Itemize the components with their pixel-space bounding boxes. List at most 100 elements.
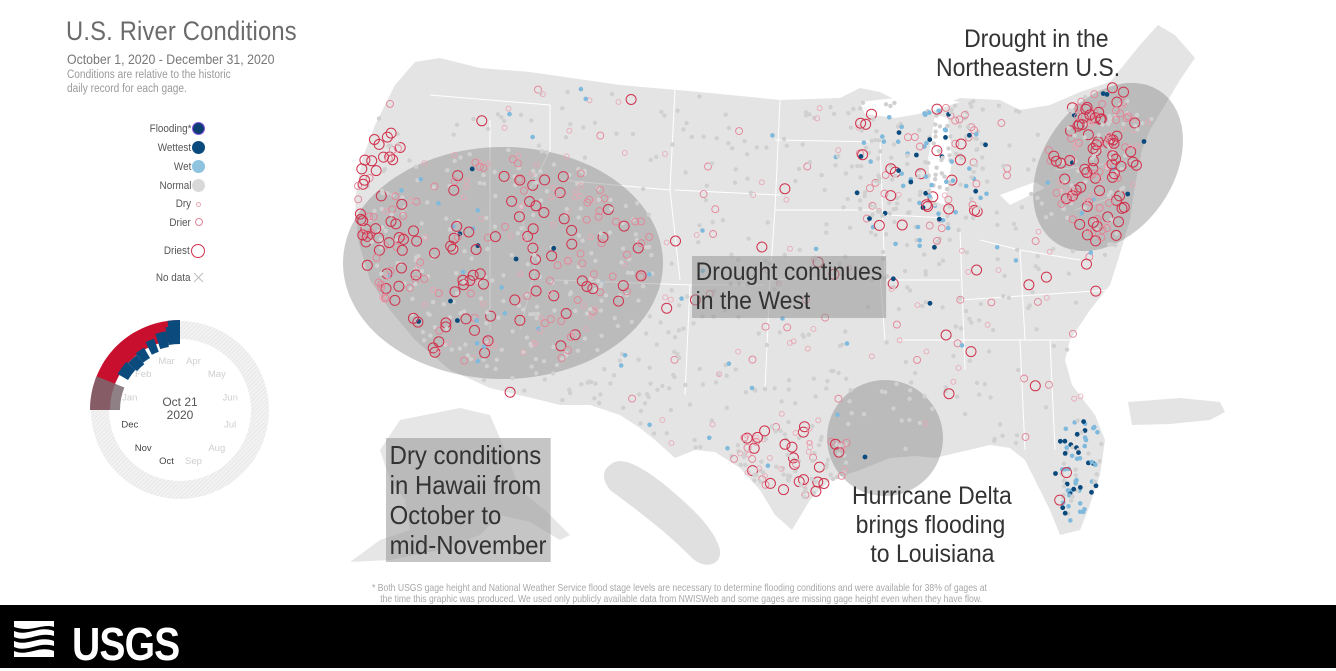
gage-marker-wet xyxy=(943,128,949,133)
gage-marker-normal xyxy=(979,141,984,146)
gage-marker-normal xyxy=(887,211,893,216)
annotation-line: in Hawaii from xyxy=(389,470,542,500)
gage-marker-driest xyxy=(411,235,423,247)
gage-marker-normal xyxy=(813,479,818,484)
us-river-map[interactable]: Drought continues in the West Drought in… xyxy=(320,10,1240,580)
gage-marker-drier xyxy=(827,437,836,446)
gage-marker-normal xyxy=(441,302,446,307)
gage-marker-wettest xyxy=(1141,139,1147,144)
gage-marker-wet xyxy=(959,343,965,348)
gage-marker-drier xyxy=(1102,224,1111,233)
gage-marker-drier xyxy=(573,296,582,304)
gage-marker-driest xyxy=(625,94,637,105)
gage-marker-normal xyxy=(677,355,682,360)
timeline-dial[interactable]: Jan Feb Mar Apr May Jun Jul Aug Sep Oct Nov Dec Oct… xyxy=(84,314,274,504)
gage-marker-driest xyxy=(489,231,501,243)
gage-marker-dry xyxy=(807,444,813,450)
gage-marker-wet xyxy=(765,463,771,469)
gage-marker-drier xyxy=(585,195,594,204)
gage-marker-dry xyxy=(1059,186,1066,193)
gage-marker-normal xyxy=(380,188,385,194)
gage-marker-normal xyxy=(709,418,715,423)
gage-marker-wet xyxy=(1069,453,1075,459)
gage-marker-drier xyxy=(637,239,646,248)
gage-marker-driest xyxy=(741,432,753,444)
gage-marker-normal xyxy=(1097,459,1102,464)
gage-marker-normal xyxy=(729,252,734,257)
gage-marker-driest xyxy=(558,213,570,225)
gage-marker-driest xyxy=(355,213,367,225)
usgs-logo[interactable]: USGS xyxy=(14,613,184,670)
gage-marker-normal xyxy=(1043,405,1049,410)
timeline-wet-segment xyxy=(155,331,169,350)
gage-marker-normal xyxy=(733,167,738,172)
gage-marker-driest xyxy=(931,145,943,157)
gage-marker-driest xyxy=(1089,112,1101,124)
gage-marker-normal xyxy=(629,270,635,276)
gage-marker-drier xyxy=(1052,188,1061,197)
gage-marker-wet xyxy=(1089,459,1095,465)
gage-marker-normal xyxy=(1102,252,1108,258)
annotation-line: Drought continues xyxy=(695,258,883,286)
gage-marker-wet xyxy=(880,134,885,139)
gage-marker-normal xyxy=(696,240,701,245)
gage-marker-normal xyxy=(859,128,864,133)
gage-marker-normal xyxy=(937,124,943,129)
gage-marker-normal xyxy=(1039,201,1044,206)
gage-marker-drier xyxy=(1031,237,1040,246)
gage-marker-dry xyxy=(806,439,813,446)
gage-marker-dry xyxy=(478,215,485,222)
gage-marker-normal xyxy=(484,310,490,315)
gage-marker-dry xyxy=(815,417,822,424)
gage-marker-driest xyxy=(566,238,578,250)
gage-marker-dry xyxy=(806,425,813,432)
gage-marker-normal xyxy=(894,381,899,387)
gage-marker-driest xyxy=(1040,271,1052,283)
gage-marker-normal xyxy=(481,172,486,178)
gage-marker-normal xyxy=(646,244,652,250)
gage-marker-normal xyxy=(597,400,602,406)
footnote-line: the time this graphic was produced. We u… xyxy=(380,593,982,605)
gage-marker-normal xyxy=(891,207,896,212)
gage-marker-normal xyxy=(536,256,541,261)
gage-marker-normal xyxy=(744,152,750,157)
gage-marker-normal xyxy=(905,285,910,290)
gage-marker-drier xyxy=(1095,203,1104,212)
gage-marker-wet xyxy=(1095,429,1100,435)
gage-marker-drier xyxy=(466,289,475,298)
gage-marker-driest xyxy=(1054,494,1066,506)
gage-marker-normal xyxy=(454,271,459,276)
gage-marker-dry xyxy=(1035,228,1042,235)
gage-marker-normal xyxy=(492,169,497,175)
gage-marker-normal xyxy=(786,378,792,383)
gage-marker-normal xyxy=(781,472,786,477)
gage-marker-drier xyxy=(369,212,378,221)
gage-marker-normal xyxy=(581,125,586,130)
gage-marker-wettest xyxy=(923,190,929,196)
gage-marker-normal xyxy=(861,412,867,417)
legend-item-no-data: No data xyxy=(152,271,205,284)
annotation-line: Hurricane Delta xyxy=(852,482,1012,510)
gage-marker-normal xyxy=(614,131,619,136)
gage-marker-normal xyxy=(1073,473,1078,478)
gage-marker-normal xyxy=(640,284,646,289)
gage-marker-normal xyxy=(930,406,935,411)
gage-marker-normal xyxy=(413,281,418,287)
gage-marker-normal xyxy=(484,364,490,369)
gage-marker-normal xyxy=(957,124,963,129)
gage-marker-drier xyxy=(563,346,572,355)
gage-marker-driest xyxy=(370,223,382,235)
gage-marker-driest xyxy=(538,207,550,218)
puerto-rico-land xyxy=(1128,398,1225,425)
louisiana-highlight-circle xyxy=(827,380,943,496)
gage-marker-normal xyxy=(648,381,653,386)
gage-marker-normal xyxy=(467,152,472,157)
gage-marker-normal xyxy=(745,176,750,181)
gage-marker-normal xyxy=(846,421,851,427)
gage-marker-normal xyxy=(1017,109,1022,115)
gage-marker-normal xyxy=(1119,166,1124,172)
gage-marker-normal xyxy=(971,99,976,104)
gage-marker-drier xyxy=(783,323,792,332)
gage-marker-normal xyxy=(748,190,754,195)
gage-marker-driest xyxy=(359,174,371,186)
